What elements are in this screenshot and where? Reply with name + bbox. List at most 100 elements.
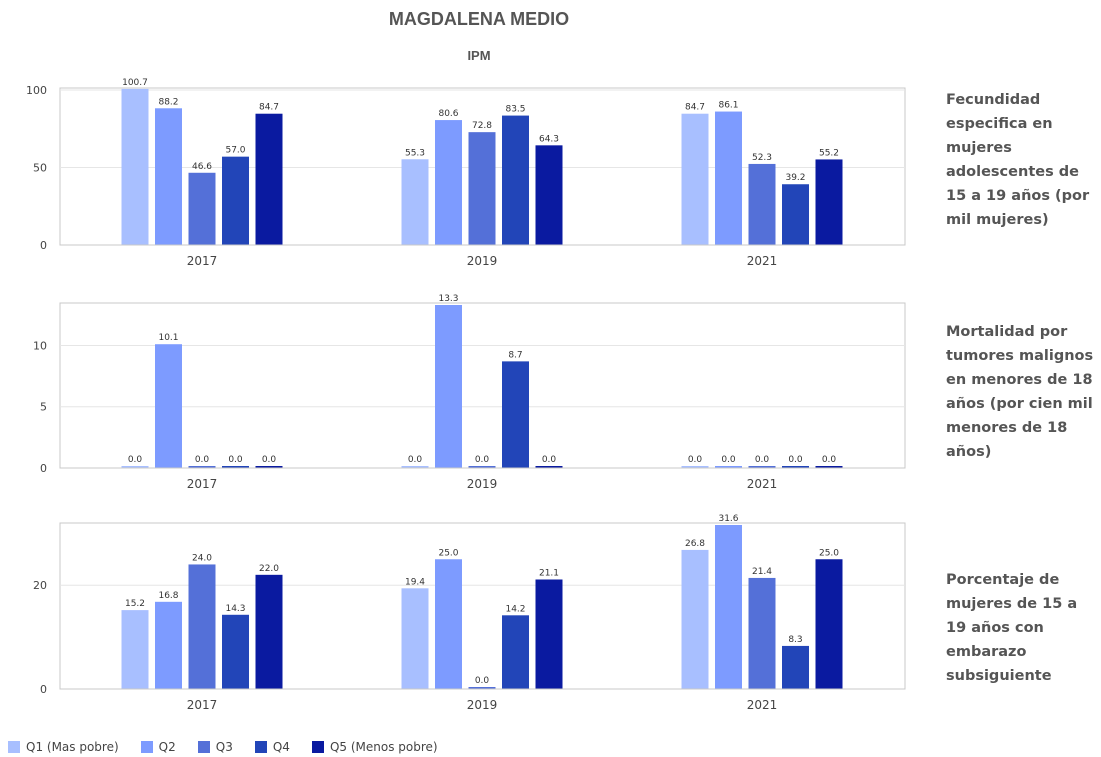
bar-5-2019[interactable]: [535, 579, 563, 689]
bar-4-2019[interactable]: [502, 361, 529, 468]
bar-value-label: 15.2: [125, 599, 145, 609]
legend-item-q1[interactable]: Q1 (Mas pobre): [8, 740, 119, 754]
bar-5-2021[interactable]: [815, 559, 843, 689]
bar-4-2017[interactable]: [222, 614, 249, 689]
y-tick-label: 100: [26, 84, 47, 97]
bar-value-label: 83.5: [505, 105, 525, 115]
bar-1-2017[interactable]: [121, 466, 149, 468]
bar-1-2019[interactable]: [401, 588, 429, 689]
bar-4-2017[interactable]: [222, 466, 249, 468]
y-tick-label: 5: [40, 401, 47, 414]
bar-value-label: 80.6: [438, 109, 458, 119]
legend-item-q5[interactable]: Q5 (Menos pobre): [311, 740, 438, 754]
bar-1-2021[interactable]: [681, 466, 709, 468]
bar-5-2021[interactable]: [815, 466, 843, 468]
legend-item-q3[interactable]: Q3: [197, 740, 233, 754]
bar-3-2017[interactable]: [188, 172, 216, 245]
legend-item-q4[interactable]: Q4: [254, 740, 290, 754]
bar-value-label: 0.0: [721, 455, 736, 465]
bar-4-2021[interactable]: [782, 184, 809, 245]
bar-2-2017[interactable]: [155, 108, 182, 245]
chart-fecundidad: 0 50 100 100.7 88.2 46.6 57.0 84.7 2017 55.3 80.6 7…: [26, 78, 906, 268]
x-category-label: 2017: [187, 698, 218, 712]
bar-1-2017[interactable]: [121, 88, 149, 245]
bar-1-2019[interactable]: [401, 466, 429, 468]
bar-2-2019[interactable]: [435, 120, 462, 245]
bar-value-label: 0.0: [195, 455, 210, 465]
legend-label: Q4: [272, 740, 290, 754]
legend-label: Q5 (Menos pobre): [329, 740, 438, 754]
bar-4-2021[interactable]: [782, 466, 809, 468]
bar-value-label: 0.0: [688, 455, 703, 465]
bar-3-2017[interactable]: [188, 564, 216, 689]
bar-5-2017[interactable]: [255, 113, 283, 245]
bar-3-2019[interactable]: [468, 132, 496, 245]
bar-4-2019[interactable]: [502, 615, 529, 689]
bar-value-label: 21.4: [752, 567, 772, 577]
chart-mortalidad: 0 5 10 0.0 10.1 0.0 0.0 0.0 2017 0.0 13.3 0.0 8.7 0.0…: [33, 294, 906, 491]
y-tick-label: 0: [40, 462, 47, 475]
bar-value-label: 8.7: [508, 350, 522, 360]
bar-value-label: 52.3: [752, 153, 772, 163]
chart-embarazo: 0 20 15.2 16.8 24.0 14.3 22.0 2017 19.4 25.0 0.0 14…: [33, 514, 906, 712]
bar-3-2019[interactable]: [468, 466, 496, 468]
bar-2-2019[interactable]: [435, 305, 462, 468]
bar-4-2021[interactable]: [782, 645, 809, 689]
legend-label: Q3: [215, 740, 233, 754]
legend-swatch: [197, 741, 210, 753]
bar-2-2017[interactable]: [155, 344, 182, 468]
bar-value-label: 86.1: [718, 101, 738, 111]
bar-value-label: 10.1: [158, 333, 178, 343]
bar-1-2017[interactable]: [121, 610, 149, 689]
bar-2-2021[interactable]: [715, 466, 742, 468]
bar-4-2019[interactable]: [502, 115, 529, 245]
x-category-label: 2019: [467, 698, 498, 712]
bar-value-label: 55.3: [405, 148, 425, 158]
bar-3-2021[interactable]: [748, 163, 776, 245]
bar-1-2019[interactable]: [401, 159, 429, 245]
y-tick-label: 50: [33, 162, 47, 175]
bar-5-2017[interactable]: [255, 574, 283, 689]
bar-5-2019[interactable]: [535, 466, 563, 468]
bar-4-2017[interactable]: [222, 156, 249, 245]
side-label-mortalidad: Mortalidad por tumores malignos en menor…: [946, 324, 1094, 460]
bar-value-label: 0.0: [788, 455, 803, 465]
bar-value-label: 84.7: [685, 103, 705, 113]
bar-2-2021[interactable]: [715, 111, 742, 245]
bar-5-2017[interactable]: [255, 466, 283, 468]
bar-1-2021[interactable]: [681, 549, 709, 689]
bar-5-2019[interactable]: [535, 145, 563, 245]
bar-value-label: 0.0: [542, 455, 557, 465]
y-tick-label: 10: [33, 339, 47, 352]
x-category-label: 2019: [467, 254, 498, 268]
bar-1-2021[interactable]: [681, 113, 709, 245]
legend-label: Q2: [158, 740, 176, 754]
bar-value-label: 26.8: [685, 539, 705, 549]
bar-value-label: 0.0: [475, 455, 490, 465]
bar-2-2021[interactable]: [715, 525, 742, 689]
legend-item-q2[interactable]: Q2: [140, 740, 176, 754]
bar-value-label: 19.4: [405, 577, 425, 587]
bar-value-label: 0.0: [228, 455, 243, 465]
y-tick-label: 0: [40, 683, 47, 696]
bar-value-label: 39.2: [785, 173, 805, 183]
x-category-label: 2021: [747, 254, 778, 268]
x-category-label: 2021: [747, 698, 778, 712]
page-title: MAGDALENA MEDIO: [388, 9, 570, 29]
bar-value-label: 72.8: [472, 121, 492, 131]
bar-2-2017[interactable]: [155, 601, 182, 689]
legend-swatch: [140, 741, 153, 753]
bar-3-2021[interactable]: [748, 466, 776, 468]
bar-value-label: 13.3: [438, 294, 458, 304]
bar-value-label: 16.8: [158, 591, 178, 601]
bar-3-2021[interactable]: [748, 577, 776, 689]
bar-2-2019[interactable]: [435, 559, 462, 689]
legend-swatch: [254, 741, 267, 753]
bar-5-2021[interactable]: [815, 159, 843, 245]
bar-3-2019[interactable]: [468, 687, 496, 689]
bar-value-label: 14.2: [505, 604, 525, 614]
bar-3-2017[interactable]: [188, 466, 216, 468]
bar-value-label: 0.0: [408, 455, 423, 465]
legend: Q1 (Mas pobre) Q2 Q3 Q4 Q5 (Menos pobre): [8, 740, 438, 754]
bar-value-label: 31.6: [718, 514, 738, 524]
